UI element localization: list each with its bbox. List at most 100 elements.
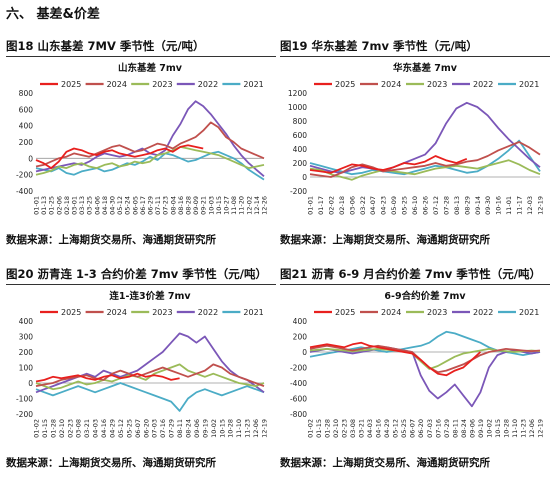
x-tick-label: 02-18 — [338, 196, 346, 215]
x-tick-label: 08-24 — [185, 419, 193, 438]
figure-caption: 图19 华东基差 7mv 季节性（元/吨） — [280, 39, 478, 53]
legend-label-2021: 2021 — [519, 308, 539, 317]
x-tick-label: 08-16 — [177, 196, 185, 215]
series-line-2023 — [35, 146, 265, 176]
y-tick-label: 100 — [19, 364, 34, 373]
x-tick-label: 12-19 — [261, 419, 269, 438]
y-tick-label: 800 — [19, 89, 34, 98]
chart-panel-spread-1-3: 图20 沥青连 1-3 合约价差 7mv 季节性（元/吨） 连1-连3价差 7m… — [6, 266, 276, 472]
x-tick-label: 10-28 — [502, 419, 510, 438]
series-line-2023 — [309, 159, 541, 181]
figure-caption: 图20 沥青连 1-3 合约价差 7mv 季节性（元/吨） — [6, 267, 267, 281]
x-tick-label: 12-14 — [253, 196, 261, 215]
x-tick-label: 12-02 — [245, 196, 253, 215]
y-tick-label: 200 — [19, 138, 34, 147]
y-tick-label: 600 — [19, 105, 34, 114]
legend-label-2023: 2023 — [427, 308, 447, 317]
figure-caption: 图18 山东基差 7MV 季节性（元/吨） — [6, 39, 205, 53]
legend: 2025 2024 2023 2022 2021 — [40, 308, 264, 317]
data-source: 数据来源：上海期货交易所、海通期货研究所 — [280, 234, 490, 246]
x-tick-label: 07-16 — [434, 419, 442, 438]
y-tick-label: -400 — [290, 379, 307, 388]
chart-title: 山东基差 7mv — [118, 62, 183, 74]
legend: 2025 2024 2023 2022 2021 — [40, 80, 264, 89]
x-tick-label: 11-10 — [511, 419, 519, 438]
legend-label-2023: 2023 — [152, 308, 172, 317]
x-tick-label: 10-15 — [218, 419, 226, 438]
x-tick-label: 05-12 — [392, 419, 400, 438]
x-tick-label: 05-24 — [124, 196, 132, 215]
legend-label-2025: 2025 — [335, 80, 355, 89]
x-tick-label: 07-03 — [426, 419, 434, 438]
y-tick-label: -200 — [290, 364, 307, 373]
legend-label-2025: 2025 — [335, 308, 355, 317]
x-tick-label: 07-03 — [151, 419, 159, 438]
x-tick-label: 09-30 — [484, 196, 492, 215]
legend: 2025 2024 2023 2022 2021 — [314, 80, 539, 89]
x-tick-label: 01-28 — [324, 419, 332, 438]
y-tick-label: -400 — [16, 187, 33, 196]
legend-label-2022: 2022 — [473, 308, 493, 317]
legend-label-2025: 2025 — [61, 80, 81, 89]
x-tick-label: 06-20 — [142, 419, 150, 438]
series-line-2021 — [35, 150, 265, 181]
x-tick-label: 12-06 — [252, 419, 260, 438]
x-tick-label: 10-16 — [495, 196, 503, 215]
x-tick-label: 01-02 — [33, 419, 41, 438]
chart-panel-spread-6-9: 图21 沥青 6-9 月合约价差 7mv 季节性（元/吨） 6-9合约价差 7m… — [280, 266, 550, 472]
x-tick-label: 10-27 — [223, 196, 231, 215]
x-tick-label: 01-25 — [48, 196, 56, 215]
x-tick-label: 10-28 — [227, 419, 235, 438]
x-tick-label: 04-06 — [93, 196, 101, 215]
series-line-2024 — [309, 344, 541, 374]
x-tick-label: 02-10 — [58, 419, 66, 438]
y-tick-label: -200 — [16, 171, 33, 180]
y-tick-label: 0 — [302, 348, 307, 357]
legend-label-2022: 2022 — [198, 308, 218, 317]
chart-title: 6-9合约价差 7mv — [384, 290, 466, 302]
legend-label-2024: 2024 — [381, 80, 401, 89]
x-tick-label: 04-07 — [369, 196, 377, 215]
x-tick-label: 03-22 — [359, 196, 367, 215]
x-tick-label: 07-11 — [154, 196, 162, 215]
x-tick-label: 03-25 — [86, 196, 94, 215]
y-tick-label: 1200 — [288, 89, 307, 98]
x-tick-label: 06-07 — [134, 419, 142, 438]
y-tick-label: -200 — [290, 187, 307, 196]
x-tick-label: 01-15 — [41, 419, 49, 438]
series-line-2022 — [309, 346, 541, 408]
x-tick-label: 04-03 — [366, 419, 374, 438]
x-tick-label: 02-23 — [341, 419, 349, 438]
x-tick-label: 07-28 — [442, 196, 450, 215]
x-tick-label: 11-08 — [230, 196, 238, 215]
x-tick-label: 11-10 — [235, 419, 243, 438]
x-tick-label: 09-14 — [474, 196, 482, 215]
x-tick-label: 10-15 — [494, 419, 502, 438]
y-tick-label: -200 — [16, 410, 33, 419]
y-tick-label: 1000 — [288, 103, 307, 112]
legend-label-2022: 2022 — [198, 80, 218, 89]
series-line-2022 — [309, 101, 541, 174]
x-tick-label: 04-16 — [375, 419, 383, 438]
x-tick-label: 08-11 — [451, 419, 459, 438]
x-tick-label: 05-12 — [117, 419, 125, 438]
x-tick-label: 02-10 — [332, 419, 340, 438]
x-tick-label: 09-06 — [468, 419, 476, 438]
x-tick-label: 11-01 — [505, 196, 513, 215]
y-tick-label: 200 — [293, 333, 308, 342]
x-tick-label: 01-02 — [307, 419, 315, 438]
x-tick-label: 10-03 — [207, 196, 215, 215]
x-tick-label: 03-08 — [349, 419, 357, 438]
x-tick-label: 02-18 — [63, 196, 71, 215]
x-tick-label: 07-12 — [432, 196, 440, 215]
series-line-2024 — [35, 121, 265, 168]
data-source: 数据来源：上海期货交易所、海通期货研究所 — [6, 234, 216, 246]
x-tick-label: 08-11 — [176, 419, 184, 438]
x-tick-label: 09-19 — [201, 419, 209, 438]
section-title: 六、 基差&价差 — [6, 7, 100, 22]
line-chart: 连1-连3价差 7mv 2025 2024 2023 2022 2021 -200 -100 0… — [16, 290, 269, 438]
x-tick-label: 11-20 — [238, 196, 246, 215]
x-tick-label: 06-05 — [131, 196, 139, 215]
x-tick-label: 09-19 — [477, 419, 485, 438]
x-tick-label: 01-15 — [315, 419, 323, 438]
